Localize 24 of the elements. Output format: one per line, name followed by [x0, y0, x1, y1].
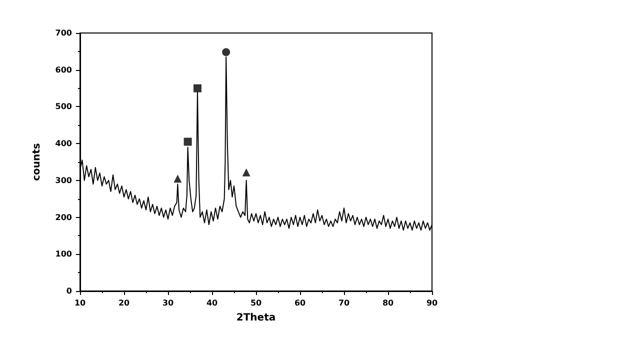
x-tick-label: 10 [74, 298, 86, 308]
point [174, 174, 182, 183]
y-tick-label: 600 [55, 65, 72, 74]
point [242, 168, 250, 176]
x-tick-label: 30 [162, 298, 174, 308]
point [193, 84, 202, 92]
y-tick-label: 100 [55, 250, 72, 259]
y-tick-label: 300 [55, 176, 72, 185]
y-tick-label: 200 [55, 212, 72, 222]
x-axis-title: 2Theta [236, 312, 276, 324]
x-tick-label: 70 [338, 298, 350, 308]
y-axis-title: counts [32, 143, 42, 181]
x-tick-label: 90 [426, 298, 438, 308]
point [184, 138, 192, 146]
y-tick-label: 0 [66, 286, 72, 296]
y-tick-label: 700 [55, 28, 72, 38]
x-tick-label: 40 [206, 298, 218, 308]
x-tick-label: 50 [250, 298, 262, 308]
x-tick-label: 60 [294, 298, 306, 308]
y-tick-label: 400 [55, 139, 72, 148]
point [222, 48, 230, 56]
y-tick-label: 500 [55, 102, 72, 112]
x-tick-label: 80 [382, 298, 394, 308]
x-tick-label: 20 [118, 298, 130, 308]
